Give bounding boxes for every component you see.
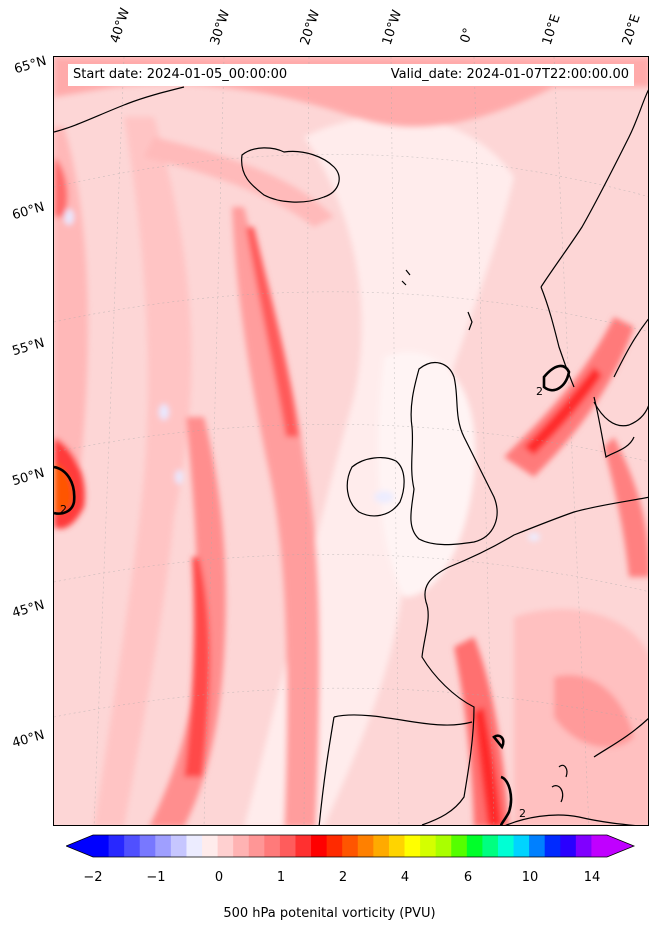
colorbar-cell: [155, 835, 172, 857]
colorbar-tick: 1: [276, 870, 286, 885]
colorbar-cell: [560, 835, 577, 857]
colorbar-cell: [482, 835, 499, 857]
colorbar-cell: [108, 835, 125, 857]
colorbar-cell: [217, 835, 234, 857]
colorbar-cell: [388, 835, 406, 857]
colorbar-tick: 6: [463, 870, 473, 885]
colorbar-cell: [202, 835, 219, 857]
colorbar-tick: 4: [400, 870, 410, 885]
coastlines: [54, 86, 648, 825]
colorbar-tick: −1: [146, 870, 166, 885]
colorbar-cell: [357, 835, 374, 857]
colorbar-cell: [404, 835, 421, 857]
colorbar-cell: [466, 835, 483, 857]
title-box: Start date: 2024-01-05_00:00:00 Valid_da…: [68, 64, 634, 86]
colorbar-cells: [66, 834, 636, 858]
colorbar-tick: 14: [583, 870, 601, 885]
lat-label-50n: 50°N: [10, 465, 47, 490]
valid-date-label: Valid_date: 2024-01-07T22:00:00.00: [390, 67, 629, 82]
colorbar-tick: −2: [83, 870, 103, 885]
start-date-label: Start date: 2024-01-05_00:00:00: [73, 67, 288, 82]
colorbar-cell: [591, 835, 608, 857]
colorbar-cell: [233, 835, 250, 857]
colorbar-label: 500 hPa potenital vorticity (PVU): [223, 906, 436, 921]
colorbar-cell: [342, 835, 359, 857]
contour-label-1: 2: [60, 503, 67, 516]
lon-label-0: 0°: [457, 26, 477, 45]
colorbar-cell: [435, 835, 452, 857]
lat-label-40n: 40°N: [10, 727, 47, 752]
lat-label-45n: 45°N: [10, 597, 47, 622]
colorbar-cell: [264, 835, 281, 857]
lat-label-60n: 60°N: [10, 199, 47, 224]
colorbar-cell: [186, 835, 203, 857]
colorbar-cell: [373, 835, 390, 857]
lat-label-65n: 65°N: [12, 53, 49, 78]
colorbar-extend-max: [607, 835, 634, 857]
colorbar-cell: [124, 835, 141, 857]
contour-label-3: 2: [519, 807, 526, 820]
lon-label-20w: 20°W: [297, 8, 324, 47]
graticule: [54, 57, 648, 825]
lon-label-40w: 40°W: [107, 6, 134, 45]
colorbar-tick: 0: [214, 870, 224, 885]
colorbar-cell: [420, 835, 437, 857]
lat-label-55n: 55°N: [10, 335, 47, 360]
colorbar-cell: [295, 835, 312, 857]
colorbar-cell: [513, 835, 530, 857]
colorbar-cell: [544, 835, 561, 857]
colorbar-cell: [451, 835, 468, 857]
pv-filled-contours: [54, 57, 648, 825]
colorbar-extend-min: [66, 835, 93, 857]
pv2-contours: [54, 364, 571, 825]
colorbar-cell: [575, 835, 592, 857]
colorbar-tick: 10: [521, 870, 539, 885]
colorbar-cell: [311, 835, 328, 857]
colorbar-cell: [170, 835, 187, 857]
lon-label-20e: 20°E: [619, 12, 644, 48]
colorbar-cell: [248, 835, 265, 857]
colorbar-cell: [529, 835, 546, 857]
colorbar-tick: 2: [338, 870, 348, 885]
colorbar: [66, 834, 636, 858]
lon-label-10e: 10°E: [539, 12, 564, 48]
colorbar-cell: [279, 835, 296, 857]
colorbar-cell: [93, 835, 110, 857]
pv-map: 2 2 2 Start date: 2024-01-05_00:00:00 Va…: [53, 56, 649, 826]
colorbar-cell: [497, 835, 515, 857]
lon-label-30w: 30°W: [207, 8, 234, 47]
lon-label-10w: 10°W: [379, 8, 406, 47]
contour-label-2: 2: [536, 385, 543, 398]
colorbar-cell: [139, 835, 156, 857]
pv-field-svg: 2 2 2: [54, 57, 648, 825]
colorbar-outline: [66, 834, 636, 858]
colorbar-cell: [326, 835, 343, 857]
